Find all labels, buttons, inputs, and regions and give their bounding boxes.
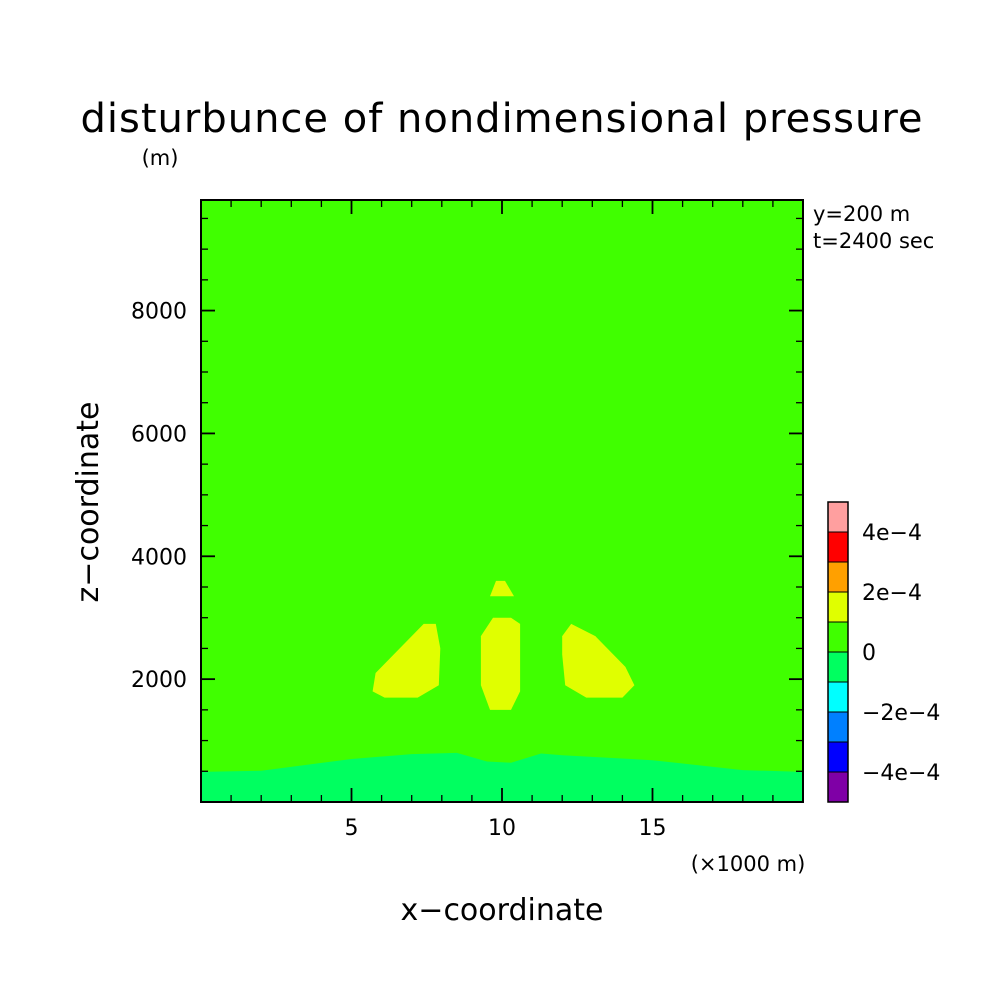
- colorbar: −4e−4 −2e−4 0 2e−4 4e−4: [827, 501, 940, 803]
- colorbar-tick-label: 0: [862, 641, 876, 666]
- region-positive-center-lobe: [480, 617, 521, 710]
- colorbar-swatch: [827, 561, 849, 593]
- y-axis-label: z−coordinate: [71, 402, 106, 603]
- colorbar-tick-label: −4e−4: [862, 761, 940, 786]
- x-unit-label: (×1000 m): [691, 852, 806, 876]
- x-tick-label: 15: [639, 816, 667, 841]
- plot-area: 5 10 15 2000 4000 6000 8000: [131, 199, 804, 841]
- y-tick-label: 4000: [131, 545, 187, 570]
- y-tick-label: 2000: [131, 668, 187, 693]
- y-tick-label: 6000: [131, 422, 187, 447]
- x-tick-label: 10: [488, 816, 516, 841]
- plot-background: [201, 200, 803, 802]
- colorbar-swatch: [827, 531, 849, 563]
- x-major-ticks: 5 10 15: [345, 200, 667, 841]
- colorbar-swatch: [827, 741, 849, 773]
- colorbar-frame: [827, 501, 849, 803]
- chart-title: disturbunce of nondimensional pressure: [81, 96, 924, 142]
- x-tick-label: 5: [345, 816, 359, 841]
- colorbar-swatch: [827, 591, 849, 623]
- colorbar-swatch: [827, 621, 849, 653]
- x-axis-label: x−coordinate: [401, 893, 604, 928]
- region-positive-upper-blob: [490, 580, 514, 597]
- region-positive-right-lobe: [562, 623, 635, 698]
- y-major-ticks: 2000 4000 6000 8000: [131, 300, 803, 693]
- colorbar-tick-label: 2e−4: [862, 581, 922, 606]
- colorbar-swatch: [827, 651, 849, 683]
- annotation-t: t=2400 sec: [813, 229, 934, 253]
- y-unit-label: (m): [142, 146, 179, 170]
- region-positive-left-lobe: [372, 623, 441, 698]
- annotation-y: y=200 m: [813, 202, 910, 226]
- colorbar-swatch: [827, 771, 849, 803]
- y-tick-label: 8000: [131, 300, 187, 325]
- colorbar-swatch: [827, 501, 849, 533]
- colorbar-swatch: [827, 711, 849, 743]
- colorbar-swatch: [827, 681, 849, 713]
- colorbar-tick-label: 4e−4: [862, 521, 922, 546]
- minor-ticks: [201, 200, 803, 802]
- colorbar-tick-label: −2e−4: [862, 701, 940, 726]
